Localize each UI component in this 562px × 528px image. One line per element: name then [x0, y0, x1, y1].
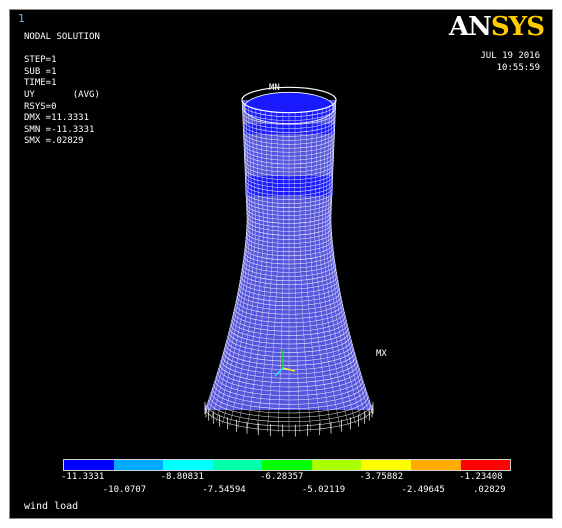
meridian-line [327, 104, 367, 419]
meridian-line [299, 112, 311, 432]
info-line: DMX =11.3331 [24, 113, 90, 124]
legend-swatch [311, 460, 362, 470]
info-line: SUB =1 [24, 66, 57, 77]
meridian-line [294, 112, 301, 433]
info-line: NODAL SOLUTION [24, 32, 100, 42]
min-marker: MN [269, 83, 280, 93]
meridian-line [256, 111, 274, 432]
info-line: SMX =.02829 [24, 136, 84, 147]
legend-tick-label: .02829 [473, 485, 506, 495]
result-info-panel: NODAL SOLUTION STEP=1 SUB =1 TIME=1 UY (AVG… [24, 32, 100, 148]
info-line: TIME=1 [24, 78, 57, 89]
max-marker: MX [376, 349, 387, 359]
meridian-line [304, 111, 322, 432]
meridian-line [237, 110, 264, 429]
graphics-window[interactable]: 1 NODAL SOLUTION STEP=1 SUB =1 TIME=1 UY (A… [9, 9, 553, 519]
meridian-line [204, 99, 248, 411]
meridian-line [318, 108, 349, 427]
meridian-line [207, 103, 249, 416]
legend-swatch [460, 460, 511, 470]
time-label: 10:55:59 [496, 63, 540, 73]
ansys-logo: ANSYS [448, 12, 545, 42]
info-line [24, 44, 100, 56]
legend-tick-label: -10.0707 [102, 485, 147, 495]
legend-swatch [64, 460, 114, 470]
tower-rim [241, 86, 337, 114]
legend-swatch [113, 460, 164, 470]
legend-swatch [410, 460, 461, 470]
contour-legend-bar [63, 459, 511, 471]
legend-tick-label: -1.23408 [459, 472, 503, 482]
legend-tick-label: -5.02119 [301, 485, 346, 495]
tower-model[interactable] [10, 10, 554, 520]
info-line: STEP=1 [24, 55, 57, 66]
legend-swatch [163, 460, 213, 470]
meridian-line [309, 110, 332, 430]
meridian-line [330, 101, 373, 414]
legend-tick-label: -7.54594 [202, 485, 246, 495]
meridian-line [267, 112, 279, 432]
meridian-line [216, 106, 253, 422]
meridian-line [330, 99, 374, 411]
meridian-line [211, 104, 251, 419]
info-line: UY (AVG) [24, 89, 100, 100]
info-line: SMN =-11.3331 [24, 124, 95, 135]
meridian-line [205, 101, 248, 414]
legend-tick-label: -11.3331 [61, 472, 105, 482]
legend-swatch [361, 460, 411, 470]
plot-caption: wind load [24, 501, 79, 512]
timestamp: JUL 19 2016 10:55:59 [480, 50, 540, 74]
legend-swatch [212, 460, 263, 470]
info-line: RSYS=0 [24, 101, 57, 112]
meridian-line [229, 108, 260, 427]
legend-tick-label: -2.49645 [401, 485, 445, 495]
axis-z [274, 367, 284, 377]
meridian-line [222, 107, 256, 424]
legend-tick-label: -3.75882 [359, 472, 404, 482]
meridian-line [277, 112, 284, 433]
legend-tick-label: -6.28357 [260, 472, 304, 482]
date-label: JUL 19 2016 [480, 51, 540, 61]
meridian-line [246, 110, 269, 430]
axis-x [282, 367, 296, 372]
meridian-line [314, 110, 341, 429]
window-number: 1 [18, 12, 25, 25]
legend-swatch [262, 460, 312, 470]
meridian-line [329, 103, 371, 416]
legend-tick-label: -8.80831 [160, 472, 204, 482]
meridian-line [322, 107, 356, 424]
meridian-line [325, 106, 362, 422]
